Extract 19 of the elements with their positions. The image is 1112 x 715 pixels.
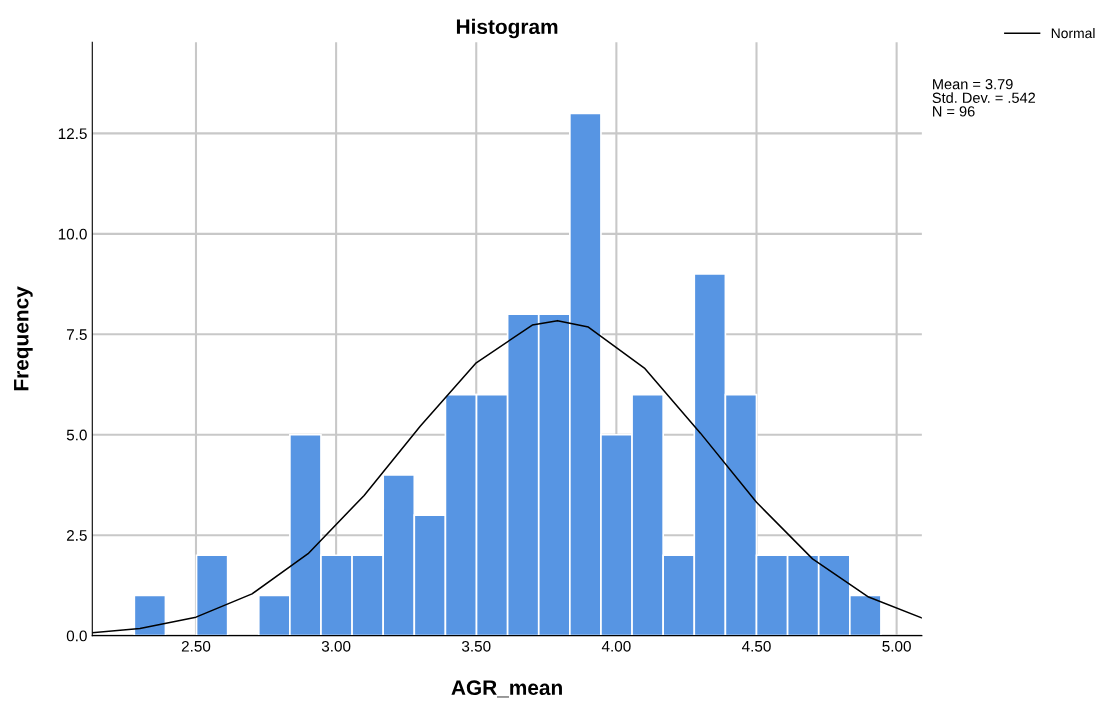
text: Mean = 3.79 xyxy=(933,79,1013,90)
y-tick-label: 12.5 xyxy=(58,128,87,140)
legend-label: Normal xyxy=(1051,27,1095,39)
text: Std. Dev. = .542 xyxy=(932,92,1036,103)
x-tick-label: 4.00 xyxy=(601,640,631,652)
y-tick-label: 7.5 xyxy=(66,329,87,340)
y-tick-label: 10.0 xyxy=(58,228,87,240)
y-tick-label: 2.5 xyxy=(66,530,87,541)
x-tick-label: 3.50 xyxy=(461,640,491,652)
x-tick-label: 2.50 xyxy=(181,640,211,652)
text: N = 96 xyxy=(933,106,975,117)
x-tick-label: 5.00 xyxy=(882,640,911,652)
y-axis-title: Frequency xyxy=(14,286,33,391)
x-axis-title: AGR_mean xyxy=(451,680,562,698)
x-tick-label: 3.00 xyxy=(321,640,351,652)
chart-title: Histogram xyxy=(456,18,558,39)
y-tick-label: 0.0 xyxy=(66,630,87,642)
y-tick-label: 5.0 xyxy=(66,429,87,441)
x-tick-label: 4.50 xyxy=(741,640,771,652)
